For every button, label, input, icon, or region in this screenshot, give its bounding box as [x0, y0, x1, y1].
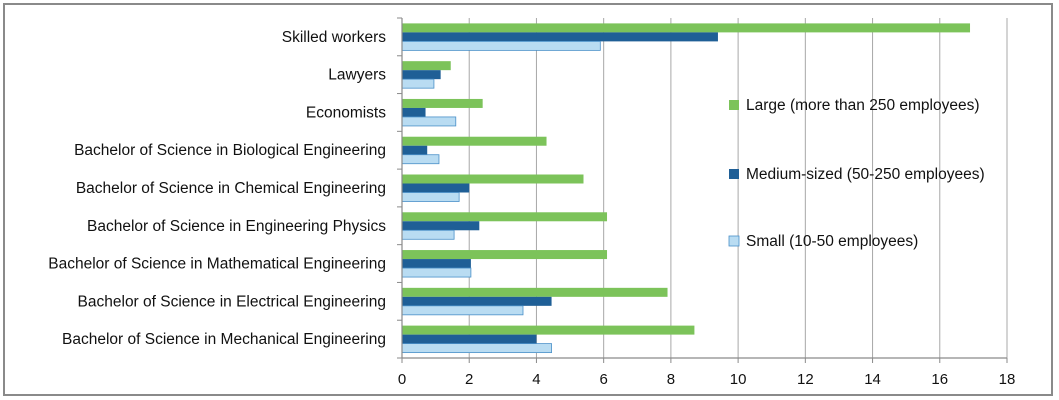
bar-medium: [402, 183, 470, 193]
bars: [401, 23, 971, 354]
bar-large: [402, 287, 668, 297]
bar-small: [401, 40, 601, 51]
legend-label: Large (more than 250 employees): [746, 97, 980, 114]
category-label: Lawyers: [328, 67, 386, 84]
bar-small: [401, 78, 435, 89]
category-label: Bachelor of Science in Electrical Engine…: [78, 293, 386, 310]
bar-medium: [402, 145, 428, 155]
bar-medium: [402, 70, 441, 80]
bar-small: [401, 154, 440, 165]
x-tick-label: 8: [667, 371, 675, 388]
bar-small: [401, 192, 460, 202]
bar-large: [402, 325, 695, 335]
bar-small: [401, 343, 552, 354]
x-tick-label: 6: [599, 371, 607, 388]
legend-label: Small (10-50 employees): [746, 233, 918, 250]
category-label: Bachelor of Science in Mechanical Engine…: [62, 331, 386, 348]
category-labels: Skilled workers Lawyers Economists Bachelor…: [48, 29, 386, 348]
x-tick-label: 10: [730, 371, 747, 388]
bar-small: [401, 267, 472, 278]
x-tick-label: 2: [465, 371, 473, 388]
bar-large: [402, 174, 584, 184]
bar-small: [401, 116, 457, 127]
bar-medium: [402, 259, 471, 269]
x-tick-label: 0: [398, 371, 406, 388]
bar-medium: [402, 296, 552, 306]
x-tick-label: 18: [999, 371, 1016, 388]
legend: Large (more than 250 employees) Medium-si…: [728, 97, 985, 250]
legend-swatch: [729, 100, 739, 110]
bar-large: [402, 136, 547, 146]
bar-large: [402, 212, 608, 222]
bar-small: [401, 305, 524, 316]
bar-large: [402, 250, 608, 260]
category-label: Bachelor of Science in Mathematical Engi…: [48, 256, 386, 273]
bar-medium: [402, 32, 718, 42]
tick-labels: 0 2 4 6 8 10 12 14 16 18: [398, 371, 1016, 388]
bar-small: [401, 229, 455, 240]
category-label: Economists: [306, 104, 386, 121]
category-label: Bachelor of Science in Biological Engine…: [74, 142, 386, 159]
x-tick-label: 16: [931, 371, 948, 388]
bar-large: [402, 61, 451, 71]
bar-medium: [402, 334, 537, 344]
x-tick-label: 4: [532, 371, 540, 388]
legend-label: Medium-sized (50-250 employees): [746, 166, 985, 183]
bar-large: [402, 23, 971, 33]
category-label: Bachelor of Science in Chemical Engineer…: [76, 180, 386, 197]
bar-medium: [402, 221, 480, 231]
legend-swatch: [728, 235, 740, 247]
x-tick-label: 14: [864, 371, 881, 388]
category-label: Skilled workers: [282, 29, 386, 46]
x-tick-label: 12: [797, 371, 814, 388]
bar-medium: [402, 107, 426, 117]
gridlines: [468, 18, 1008, 358]
legend-swatch: [729, 169, 739, 179]
axes: [397, 17, 1008, 363]
bar-large: [402, 98, 483, 108]
category-label: Bachelor of Science in Engineering Physi…: [87, 218, 386, 235]
